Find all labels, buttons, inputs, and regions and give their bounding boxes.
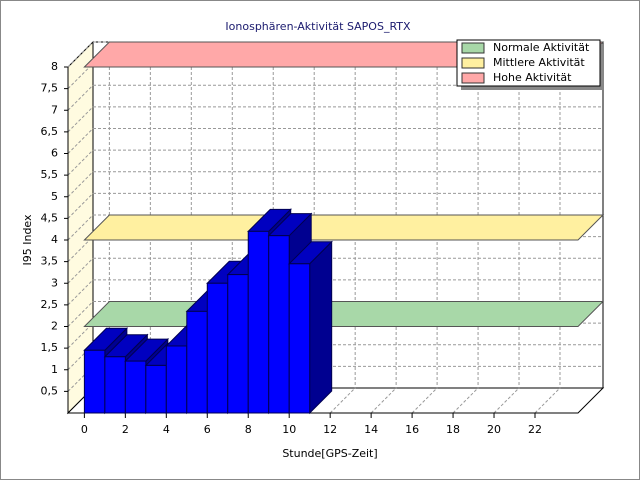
y-tick-label: 1 [51,363,58,376]
legend-label: Hohe Aktivität [493,71,572,84]
x-tick-label: 10 [282,423,296,436]
bar [288,263,311,414]
y-tick-label: 7 [51,103,58,116]
bar-side [309,240,333,415]
legend-label: Normale Aktivität [493,41,590,54]
grid-line [67,279,94,306]
chart-title: Ionosphären-Aktivität SAPOS_RTX [225,20,411,33]
grid-line [67,84,94,111]
grid-line [67,257,94,284]
y-tick-label: 2 [51,320,58,333]
x-tick-label: 6 [204,423,211,436]
grid-line [67,193,94,219]
x-tick-label: 20 [487,423,501,436]
bar [206,282,229,414]
grid-line [67,171,94,198]
threshold-band [83,214,605,241]
x-tick-label: 4 [163,423,170,436]
grid-line [67,63,94,89]
bar [247,230,270,414]
y-tick-label: 0,5 [41,384,59,397]
y-tick-label: 3,5 [41,255,59,268]
grid-line [493,387,520,414]
grid-line [370,387,397,414]
y-tick-label: 5 [51,190,58,203]
grid-line [67,236,94,262]
legend-label: Mittlere Aktivität [493,56,585,69]
grid-line [67,366,94,392]
x-tick-label: 18 [446,423,460,436]
legend-swatch [461,42,485,54]
y-axis-label: I95 Index [21,214,34,266]
grid-line [67,301,94,327]
grid-line [534,387,561,414]
bar [124,360,147,414]
y-tick-label: 6,5 [41,125,59,138]
grid-line [67,106,94,133]
bar [227,274,249,414]
bar [83,349,106,414]
x-tick-label: 12 [323,423,337,436]
y-tick-label: 8 [51,60,58,73]
grid-line [329,387,356,414]
grid-line [67,149,94,176]
y-tick-label: 4,5 [41,211,59,224]
legend-swatch [461,72,485,84]
y-tick-label: 3 [51,276,58,289]
y-tick-label: 7,5 [41,82,59,95]
threshold-band [83,301,605,327]
grid-line [411,387,438,414]
x-tick-label: 0 [81,423,88,436]
x-tick-label: 16 [405,423,419,436]
y-tick-label: 5,5 [41,168,59,181]
grid-line [67,322,94,349]
x-tick-label: 22 [528,423,542,436]
bar [145,364,167,414]
x-tick-label: 2 [122,423,129,436]
legend-swatch [461,57,485,69]
y-tick-label: 2,5 [41,298,59,311]
x-tick-label: 8 [245,423,252,436]
x-tick-label: 14 [364,423,378,436]
grid-line [67,41,94,68]
grid-line [67,128,94,154]
grid-line [67,344,94,371]
x-axis-label: Stunde[GPS-Zeit] [282,447,377,460]
bar [268,235,290,414]
bar [104,356,126,414]
y-tick-label: 4 [51,233,58,246]
y-tick-label: 1,5 [41,341,59,354]
bar [165,345,188,414]
y-tick-label: 6 [51,147,58,160]
grid-line [452,387,479,414]
grid-line [67,214,94,241]
bar [186,310,208,414]
